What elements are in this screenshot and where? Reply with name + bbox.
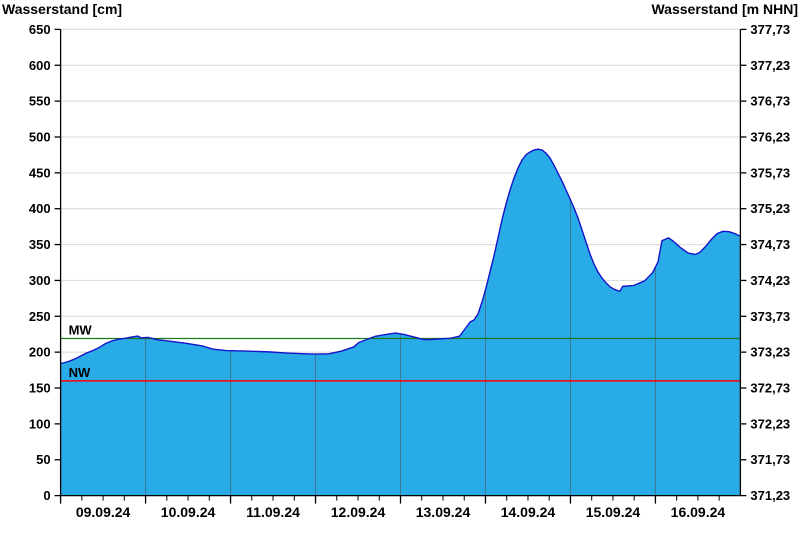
svg-text:375,73: 375,73 xyxy=(750,165,790,180)
svg-text:650: 650 xyxy=(29,22,51,37)
svg-text:372,73: 372,73 xyxy=(750,381,790,396)
svg-text:300: 300 xyxy=(29,273,51,288)
svg-text:350: 350 xyxy=(29,237,51,252)
svg-text:374,73: 374,73 xyxy=(750,237,790,252)
svg-text:100: 100 xyxy=(29,416,51,431)
svg-text:376,23: 376,23 xyxy=(750,129,790,144)
svg-text:373,73: 373,73 xyxy=(750,309,790,324)
svg-text:600: 600 xyxy=(29,58,51,73)
svg-text:374,23: 374,23 xyxy=(750,273,790,288)
svg-text:373,23: 373,23 xyxy=(750,345,790,360)
svg-text:15.09.24: 15.09.24 xyxy=(586,504,641,520)
svg-text:09.09.24: 09.09.24 xyxy=(76,504,131,520)
svg-text:375,23: 375,23 xyxy=(750,201,790,216)
svg-text:11.09.24: 11.09.24 xyxy=(246,504,300,520)
svg-text:0: 0 xyxy=(43,488,50,503)
svg-text:377,73: 377,73 xyxy=(750,22,790,37)
svg-text:14.09.24: 14.09.24 xyxy=(501,504,556,520)
svg-text:371,73: 371,73 xyxy=(750,452,790,467)
svg-text:550: 550 xyxy=(29,94,51,109)
svg-text:376,73: 376,73 xyxy=(750,94,790,109)
svg-text:377,23: 377,23 xyxy=(750,58,790,73)
svg-text:12.09.24: 12.09.24 xyxy=(331,504,386,520)
svg-text:450: 450 xyxy=(29,165,51,180)
svg-text:371,23: 371,23 xyxy=(750,488,790,503)
svg-text:16.09.24: 16.09.24 xyxy=(671,504,726,520)
svg-text:150: 150 xyxy=(29,381,51,396)
svg-text:50: 50 xyxy=(36,452,50,467)
svg-text:NW: NW xyxy=(69,365,91,380)
svg-text:400: 400 xyxy=(29,201,51,216)
svg-text:372,23: 372,23 xyxy=(750,416,790,431)
svg-text:13.09.24: 13.09.24 xyxy=(416,504,471,520)
svg-text:10.09.24: 10.09.24 xyxy=(161,504,216,520)
svg-text:MW: MW xyxy=(69,323,93,338)
svg-text:250: 250 xyxy=(29,309,51,324)
svg-text:500: 500 xyxy=(29,129,51,144)
svg-text:200: 200 xyxy=(29,345,51,360)
